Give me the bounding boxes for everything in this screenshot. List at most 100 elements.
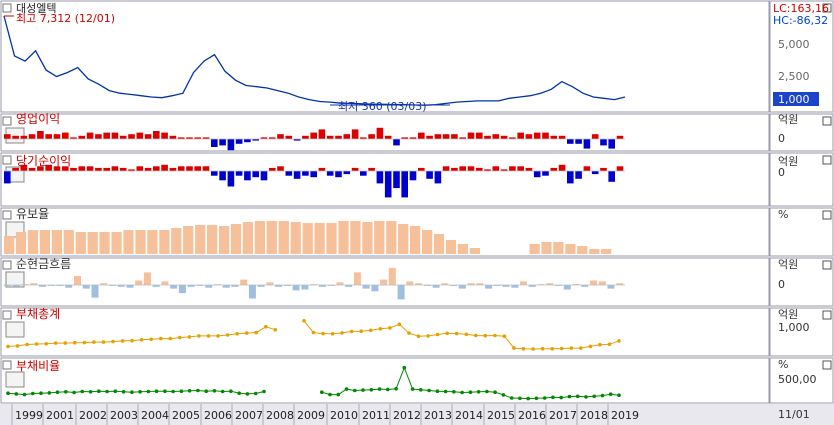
bar-순현금흐름 bbox=[47, 285, 55, 286]
bar-영업이익 bbox=[418, 132, 425, 139]
bar-순현금흐름 bbox=[4, 285, 11, 286]
bar-당기순이익 bbox=[525, 167, 533, 171]
panel-toggle-icon bbox=[2, 310, 12, 320]
bar-유보율 bbox=[541, 242, 552, 254]
year-label: 2005 bbox=[172, 409, 200, 422]
bar-영업이익 bbox=[384, 135, 392, 139]
bar-영업이익 bbox=[235, 139, 243, 144]
panel-frame bbox=[0, 113, 770, 152]
bar-영업이익 bbox=[500, 135, 508, 139]
bar-영업이익 bbox=[62, 132, 69, 139]
bar-영업이익 bbox=[260, 137, 268, 139]
year-label: 2017 bbox=[549, 409, 577, 422]
bar-순현금흐름 bbox=[598, 281, 606, 285]
bar-순현금흐름 bbox=[109, 285, 116, 286]
bar-당기순이익 bbox=[393, 171, 400, 189]
bar-영업이익 bbox=[583, 139, 591, 149]
bar-순현금흐름 bbox=[74, 276, 81, 285]
time-axis-right-label: 11/01 bbox=[778, 408, 810, 421]
panel-unit-cf: 억원 bbox=[778, 258, 798, 271]
bar-순현금흐름 bbox=[406, 281, 414, 285]
bar-순현금흐름 bbox=[353, 272, 361, 285]
bar-영업이익 bbox=[517, 132, 524, 139]
bar-순현금흐름 bbox=[30, 283, 38, 285]
bar-영업이익 bbox=[459, 137, 466, 139]
bar-당기순이익 bbox=[368, 167, 375, 171]
bar-유보율 bbox=[123, 230, 134, 254]
time-axis-area bbox=[0, 404, 834, 425]
bar-영업이익 bbox=[360, 137, 367, 139]
bar-당기순이익 bbox=[376, 171, 384, 184]
bar-당기순이익 bbox=[12, 167, 19, 171]
bar-영업이익 bbox=[219, 139, 226, 146]
panel-frame bbox=[0, 307, 770, 357]
bar-영업이익 bbox=[128, 134, 135, 139]
bar-당기순이익 bbox=[260, 171, 268, 181]
panel-toggle-icon bbox=[2, 260, 12, 270]
bar-영업이익 bbox=[70, 137, 77, 139]
bar-순현금흐름 bbox=[126, 285, 134, 288]
panel-tick-dr: 500,00 bbox=[778, 373, 817, 386]
bar-유보율 bbox=[445, 240, 457, 254]
bar-영업이익 bbox=[153, 131, 160, 139]
bar-순현금흐름 bbox=[607, 285, 615, 289]
year-label: 2012 bbox=[393, 409, 421, 422]
bar-당기순이익 bbox=[600, 167, 607, 171]
year-label: 2004 bbox=[141, 409, 169, 422]
bar-당기순이익 bbox=[409, 171, 417, 181]
bar-유보율 bbox=[338, 221, 349, 254]
bar-영업이익 bbox=[78, 135, 86, 139]
bar-당기순이익 bbox=[194, 166, 201, 171]
bar-영업이익 bbox=[45, 134, 52, 139]
bar-순현금흐름 bbox=[528, 285, 536, 287]
bar-영업이익 bbox=[177, 137, 185, 139]
bar-유보율 bbox=[589, 249, 600, 254]
bar-순현금흐름 bbox=[275, 285, 283, 287]
bar-순현금흐름 bbox=[143, 272, 151, 285]
bar-순현금흐름 bbox=[336, 282, 344, 285]
bar-순현금흐름 bbox=[82, 285, 90, 289]
bar-당기순이익 bbox=[4, 171, 11, 184]
bar-유보율 bbox=[147, 230, 158, 254]
year-label: 2015 bbox=[487, 409, 515, 422]
bar-영업이익 bbox=[608, 139, 615, 149]
bar-당기순이익 bbox=[550, 167, 558, 171]
bar-당기순이익 bbox=[136, 166, 144, 171]
bar-당기순이익 bbox=[451, 167, 458, 171]
bar-당기순이익 bbox=[575, 171, 582, 179]
bar-당기순이익 bbox=[567, 171, 574, 184]
current-price-value: 1,000 bbox=[778, 93, 810, 106]
bar-당기순이익 bbox=[285, 171, 293, 176]
price-series-line bbox=[3, 15, 626, 106]
bar-순현금흐름 bbox=[450, 285, 458, 286]
panel-title-cf: 순현금흐름 bbox=[16, 257, 71, 271]
bar-유보율 bbox=[254, 221, 265, 254]
bar-영업이익 bbox=[335, 135, 342, 139]
bar-당기순이익 bbox=[608, 171, 615, 182]
bar-유보율 bbox=[4, 236, 15, 254]
bar-당기순이익 bbox=[418, 167, 425, 171]
panel-frame bbox=[0, 357, 770, 404]
bar-영업이익 bbox=[409, 137, 417, 139]
panel-title-ret: 유보율 bbox=[16, 207, 49, 221]
bar-유보율 bbox=[230, 224, 242, 254]
bar-당기순이익 bbox=[384, 171, 392, 198]
bar-영업이익 bbox=[53, 134, 61, 139]
bar-순현금흐름 bbox=[458, 285, 466, 289]
bar-유보율 bbox=[374, 221, 385, 254]
bar-영업이익 bbox=[103, 132, 110, 139]
year-label: 1999 bbox=[15, 409, 43, 422]
bar-유보율 bbox=[302, 223, 313, 254]
bar-유보율 bbox=[207, 225, 218, 254]
panel-title-debt: 부채총계 bbox=[16, 307, 60, 321]
panel-title-op: 영업이익 bbox=[16, 112, 60, 126]
bar-영업이익 bbox=[550, 135, 558, 139]
bar-당기순이익 bbox=[128, 169, 135, 171]
bar-영업이익 bbox=[293, 139, 301, 141]
bar-유보율 bbox=[111, 232, 122, 254]
bar-영업이익 bbox=[616, 135, 624, 139]
bar-당기순이익 bbox=[144, 167, 152, 171]
bar-당기순이익 bbox=[310, 171, 317, 178]
bar-당기순이익 bbox=[78, 166, 86, 171]
